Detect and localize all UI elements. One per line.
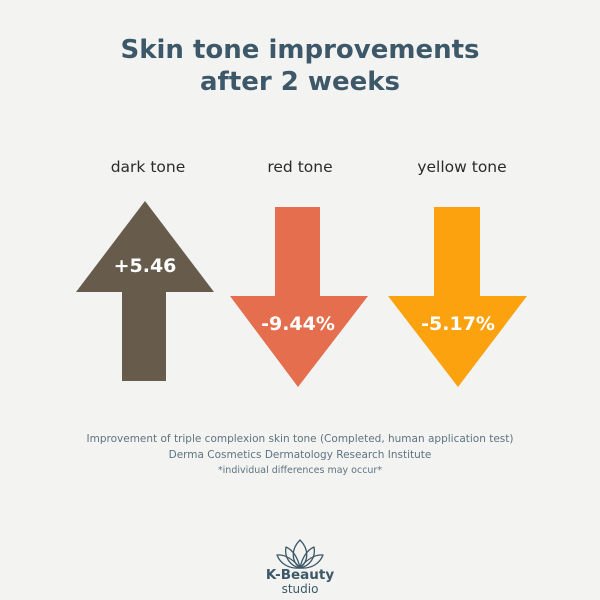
- dark-tone-value: +5.46: [114, 255, 177, 277]
- lotus-icon: [276, 539, 324, 569]
- page-title: Skin tone improvements after 2 weeks: [0, 34, 600, 98]
- dark-tone-label: dark tone: [110, 158, 186, 176]
- brand-subtitle: studio: [281, 582, 319, 596]
- footnote-line-2: Derma Cosmetics Dermatology Research Ins…: [168, 449, 432, 461]
- title-line-2: after 2 weeks: [200, 67, 400, 97]
- footnote-line-1: Improvement of triple complexion skin to…: [86, 433, 514, 445]
- red-tone-arrow: -9.44%: [230, 207, 368, 387]
- up-arrow-icon: [76, 201, 214, 381]
- red-tone-value: -9.44%: [261, 313, 335, 335]
- down-arrow-icon: [230, 207, 368, 387]
- title-line-1: Skin tone improvements: [120, 35, 480, 65]
- yellow-tone-label: yellow tone: [417, 158, 507, 176]
- yellow-tone-value: -5.17%: [421, 313, 495, 335]
- dark-tone-arrow: +5.46: [76, 201, 214, 381]
- footnote: Improvement of triple complexion skin to…: [0, 431, 600, 479]
- footnote-line-3: *individual differences may occur*: [217, 465, 383, 476]
- brand-logo: K-Beauty studio: [250, 538, 350, 596]
- red-tone-label: red tone: [267, 158, 333, 176]
- brand-name: K-Beauty: [265, 567, 335, 583]
- yellow-tone-arrow: -5.17%: [388, 207, 527, 387]
- down-arrow-icon: [388, 207, 527, 387]
